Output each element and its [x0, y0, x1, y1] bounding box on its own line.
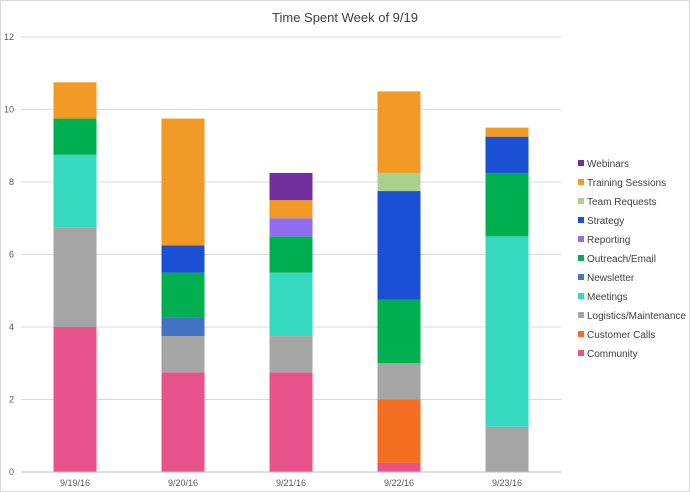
legend-swatch — [578, 236, 584, 242]
legend-swatch — [578, 217, 584, 223]
bar-segment — [377, 91, 421, 173]
y-tick-label: 6 — [9, 250, 14, 260]
legend: Webinars Training Sessions Team Requests St… — [578, 159, 686, 360]
bar-segment — [161, 272, 205, 318]
legend-swatch — [578, 331, 584, 337]
legend-swatch — [578, 350, 584, 356]
bar-segment — [161, 372, 205, 472]
y-tick-label: 2 — [9, 395, 14, 405]
bar-segment — [485, 172, 529, 237]
bar-segment — [161, 317, 205, 337]
x-tick-label: 9/19/16 — [60, 478, 90, 488]
bar-segment — [269, 172, 313, 201]
bar-segment — [485, 127, 529, 137]
bar-segment — [269, 372, 313, 472]
bar-segment — [53, 118, 97, 155]
bar-segment — [53, 327, 97, 472]
bar-segment — [269, 218, 313, 237]
legend-swatch — [578, 312, 584, 318]
bar-segment — [377, 191, 421, 300]
legend-swatch — [578, 274, 584, 280]
legend-swatch — [578, 255, 584, 261]
legend-entry: Customer Calls — [587, 330, 655, 341]
bar-segment — [377, 363, 421, 400]
bar-segment — [377, 399, 421, 463]
bar-segment — [269, 336, 313, 373]
bar-segment — [53, 227, 97, 327]
bar-segment — [377, 172, 421, 192]
bar-segment — [485, 136, 529, 173]
x-tick-label: 9/22/16 — [384, 478, 414, 488]
x-tick-label: 9/20/16 — [168, 478, 198, 488]
y-tick-label: 4 — [9, 322, 14, 332]
bar-segment — [269, 272, 313, 337]
y-tick-label: 8 — [9, 177, 14, 187]
legend-entry: Community — [587, 349, 638, 360]
y-tick-label: 10 — [4, 105, 14, 115]
x-tick-label: 9/23/16 — [492, 478, 522, 488]
bar-segment — [269, 236, 313, 273]
legend-swatch — [578, 198, 584, 204]
bar-segment — [161, 336, 205, 373]
legend-entry: Meetings — [587, 292, 628, 303]
bar-segment — [377, 462, 421, 472]
y-tick-label: 0 — [9, 467, 14, 477]
bar-segment — [485, 236, 529, 427]
y-tick-label: 12 — [4, 32, 14, 42]
bars — [53, 82, 529, 472]
legend-entry: Team Requests — [587, 197, 656, 208]
bar-segment — [53, 154, 97, 228]
legend-entry: Newsletter — [587, 273, 635, 284]
chart-title: Time Spent Week of 9/19 — [272, 10, 418, 25]
legend-swatch — [578, 179, 584, 185]
bar-segment — [161, 245, 205, 273]
legend-entry: Strategy — [587, 216, 624, 227]
bar-segment — [269, 200, 313, 219]
bar-segment — [161, 118, 205, 246]
legend-entry: Training Sessions — [587, 178, 666, 189]
legend-swatch — [578, 160, 584, 166]
axes: 0 2 4 6 8 10 12 9/19/16 9/20/16 9/21/16 9/22/16 9/2… — [4, 32, 561, 488]
bar-segment — [53, 82, 97, 119]
legend-swatch — [578, 293, 584, 299]
x-tick-label: 9/21/16 — [276, 478, 306, 488]
bar-segment — [485, 426, 529, 472]
bar-segment — [377, 299, 421, 364]
legend-entry: Reporting — [587, 235, 630, 246]
legend-entry: Logistics/Maintenance — [587, 311, 686, 322]
legend-entry: Webinars — [587, 159, 629, 170]
legend-entry: Outreach/Email — [587, 254, 656, 265]
